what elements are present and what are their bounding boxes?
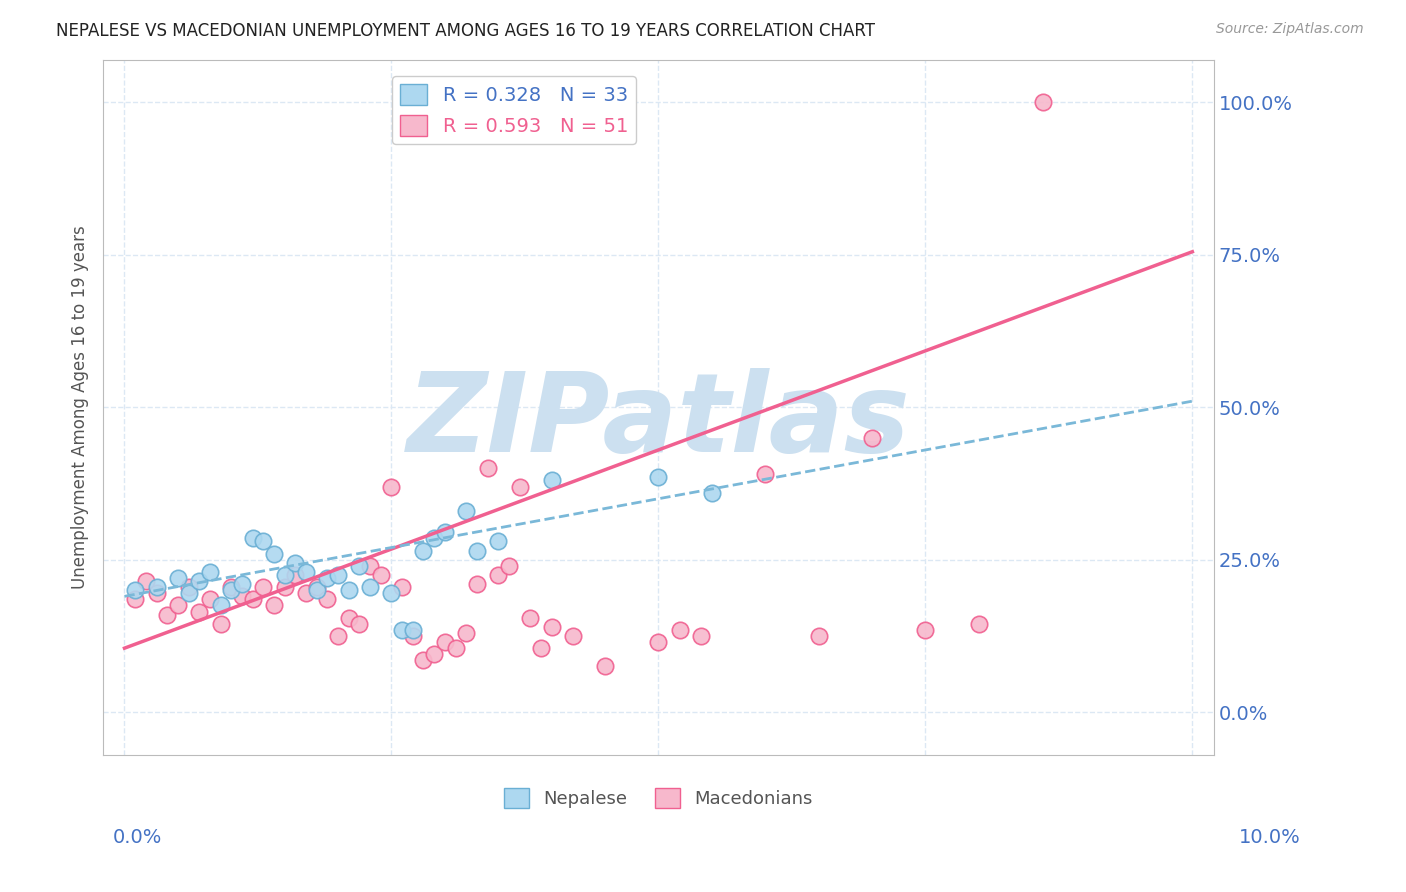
Point [914, 623, 936, 637]
Point [540, 620, 562, 634]
Point [456, 504, 478, 518]
Text: 0.0%: 0.0% [112, 828, 162, 847]
Point [231, 590, 253, 604]
Point [177, 586, 200, 600]
Point [219, 580, 242, 594]
Point [967, 616, 990, 631]
Point [242, 532, 264, 546]
Point [423, 647, 446, 661]
Point [252, 534, 274, 549]
Point [209, 599, 232, 613]
Point [188, 605, 211, 619]
Point [263, 599, 285, 613]
Point [316, 592, 339, 607]
Point [167, 571, 190, 585]
Point [433, 525, 456, 540]
Point [498, 558, 520, 573]
Text: NEPALESE VS MACEDONIAN UNEMPLOYMENT AMONG AGES 16 TO 19 YEARS CORRELATION CHART: NEPALESE VS MACEDONIAN UNEMPLOYMENT AMON… [56, 22, 876, 40]
Point [177, 580, 200, 594]
Point [337, 610, 360, 624]
Point [209, 616, 232, 631]
Point [284, 556, 307, 570]
Point [188, 574, 211, 588]
Point [519, 610, 541, 624]
Point [273, 568, 295, 582]
Point [349, 558, 371, 573]
Point [359, 558, 381, 573]
Point [145, 580, 167, 594]
Point [156, 607, 179, 622]
Point [423, 532, 446, 546]
Point [647, 470, 669, 484]
Point [402, 629, 425, 643]
Point [562, 629, 585, 643]
Point [295, 586, 318, 600]
Point [391, 623, 413, 637]
Point [370, 568, 392, 582]
Point [412, 543, 434, 558]
Y-axis label: Unemployment Among Ages 16 to 19 years: Unemployment Among Ages 16 to 19 years [72, 226, 89, 589]
Point [530, 641, 553, 656]
Point [1032, 95, 1054, 110]
Point [860, 431, 883, 445]
Point [486, 568, 509, 582]
Point [231, 577, 253, 591]
Point [540, 474, 562, 488]
Point [316, 571, 339, 585]
Point [359, 580, 381, 594]
Point [349, 616, 371, 631]
Point [647, 635, 669, 649]
Point [433, 635, 456, 649]
Point [509, 479, 531, 493]
Legend: Nepalese, Macedonians: Nepalese, Macedonians [496, 781, 820, 815]
Point [754, 467, 776, 482]
Point [465, 543, 488, 558]
Point [700, 485, 723, 500]
Point [305, 583, 328, 598]
Point [391, 580, 413, 594]
Point [305, 580, 328, 594]
Point [326, 568, 349, 582]
Point [273, 580, 295, 594]
Point [444, 641, 467, 656]
Point [284, 568, 307, 582]
Text: Source: ZipAtlas.com: Source: ZipAtlas.com [1216, 22, 1364, 37]
Point [690, 629, 713, 643]
Point [477, 461, 499, 475]
Point [337, 583, 360, 598]
Point [219, 583, 242, 598]
Point [198, 592, 221, 607]
Point [380, 586, 402, 600]
Point [135, 574, 157, 588]
Point [402, 623, 425, 637]
Point [124, 583, 146, 598]
Point [486, 534, 509, 549]
Text: 10.0%: 10.0% [1239, 828, 1301, 847]
Point [380, 479, 402, 493]
Text: ZIPatlas: ZIPatlas [406, 368, 910, 475]
Point [124, 592, 146, 607]
Point [252, 580, 274, 594]
Point [456, 626, 478, 640]
Point [242, 592, 264, 607]
Point [263, 547, 285, 561]
Point [198, 565, 221, 579]
Point [326, 629, 349, 643]
Point [145, 586, 167, 600]
Point [593, 659, 616, 673]
Point [295, 565, 318, 579]
Point [167, 599, 190, 613]
Point [668, 623, 690, 637]
Point [412, 653, 434, 667]
Point [465, 577, 488, 591]
Point [807, 629, 830, 643]
